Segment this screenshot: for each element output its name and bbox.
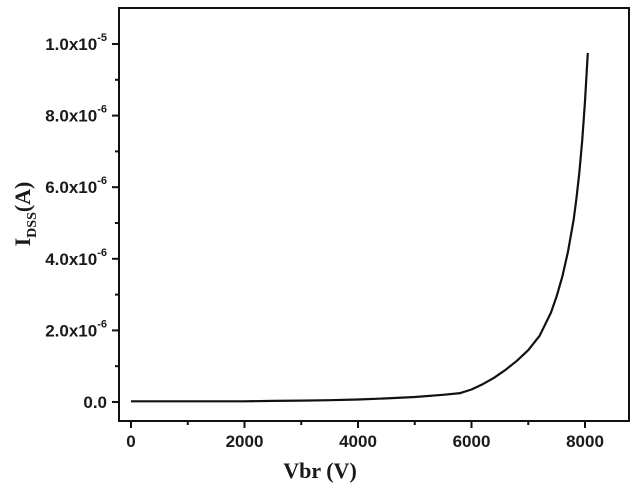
x-tick-label: 2000 bbox=[226, 432, 264, 451]
y-tick-label: 6.0x10-6 bbox=[45, 175, 107, 197]
plot-frame bbox=[118, 7, 630, 422]
y-axis-ticks: 0.0 2.0x10-6 4.0x10-6 6.0x10-6 8.0x10-6 1.0x1… bbox=[45, 32, 119, 412]
x-axis-ticks: 0 2000 4000 6000 8000 bbox=[126, 421, 604, 451]
y-tick-label: 2.0x10-6 bbox=[45, 318, 107, 340]
x-tick-label: 4000 bbox=[339, 432, 377, 451]
y-tick-label: 0.0 bbox=[83, 393, 107, 412]
x-tick-label: 8000 bbox=[566, 432, 604, 451]
data-line-idss bbox=[131, 52, 589, 403]
x-tick-label: 6000 bbox=[453, 432, 491, 451]
y-tick-label: 8.0x10-6 bbox=[45, 104, 107, 126]
svg-text:IDSS(A): IDSS(A) bbox=[10, 182, 40, 247]
y-tick-label: 1.0x10-5 bbox=[45, 32, 107, 54]
y-axis-title: IDSS(A) bbox=[10, 182, 40, 247]
x-axis-title: Vbr (V) bbox=[283, 458, 357, 483]
y-tick-label: 4.0x10-6 bbox=[45, 247, 107, 269]
x-tick-label: 0 bbox=[126, 432, 135, 451]
